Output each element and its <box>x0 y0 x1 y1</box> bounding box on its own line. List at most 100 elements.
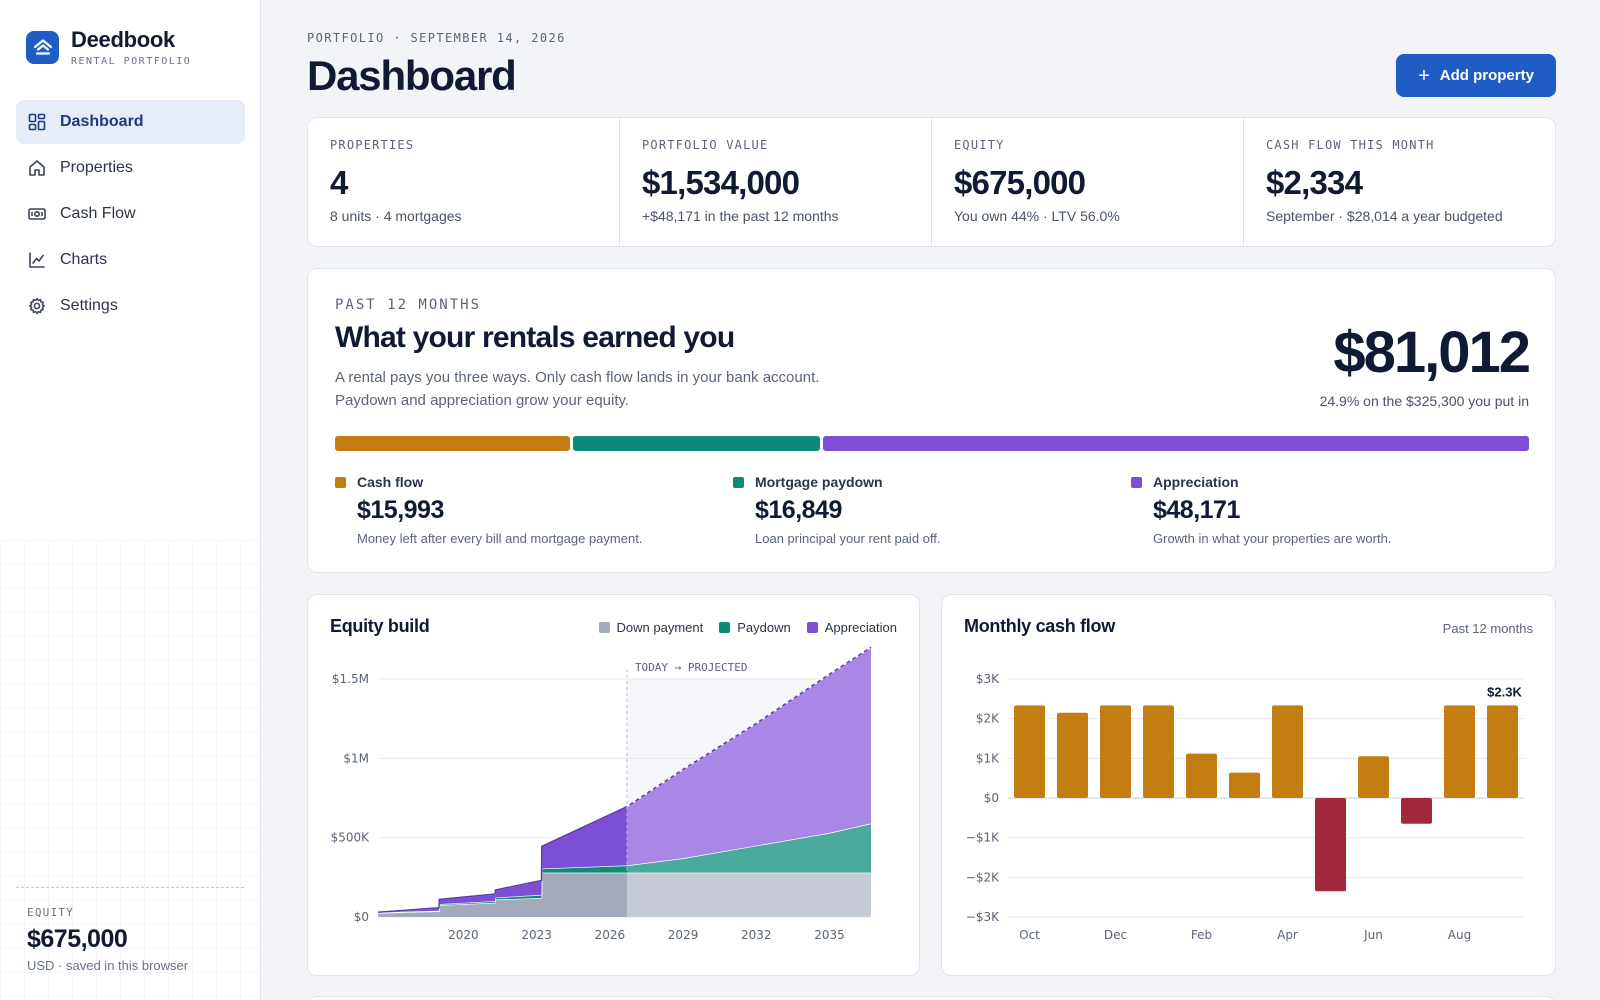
earnings-part-cash-flow: Cash flow $15,993 Money left after every… <box>335 474 733 546</box>
y-tick-label: $1.5M <box>332 672 369 686</box>
bar-value-label: $2.3K <box>1487 684 1522 699</box>
earnings-eyebrow: PAST 12 MONTHS <box>335 297 482 313</box>
earnings-description-line: A rental pays you three ways. Only cash … <box>335 369 820 386</box>
equity-build-legend: Down payment Paydown Appreciation <box>598 620 897 635</box>
bar-mar <box>1229 772 1260 798</box>
earnings-total: $81,012 <box>1333 320 1531 385</box>
earnings-breakdown: Cash flow $15,993 Money left after every… <box>335 474 1529 546</box>
y-tick-label: $0 <box>354 910 369 924</box>
earnings-part-label: Appreciation <box>1153 474 1239 490</box>
legend-label: Appreciation <box>824 620 897 635</box>
earnings-panel: PAST 12 MONTHS What your rentals earned … <box>307 268 1556 573</box>
grid-icon <box>28 113 46 131</box>
bar-aug <box>1444 705 1475 798</box>
kpi-strip: PROPERTIES 4 8 units · 4 mortgages PORTF… <box>307 117 1556 247</box>
kpi-value: $2,334 <box>1266 164 1363 201</box>
sidebar-grid-pattern <box>0 540 260 1000</box>
bar-feb <box>1186 753 1217 798</box>
kpi-label: PROPERTIES <box>330 138 415 152</box>
legend-label: Paydown <box>737 620 791 635</box>
area-appreciation-projected <box>626 647 871 866</box>
kpi-cash-flow-month: CASH FLOW THIS MONTH $2,334 September · … <box>1244 118 1555 246</box>
earnings-part-paydown: Mortgage paydown $16,849 Loan principal … <box>733 474 1131 546</box>
legend-swatch <box>733 476 744 488</box>
x-tick-label: 2035 <box>814 928 845 942</box>
kpi-sub: 8 units · 4 mortgages <box>330 208 462 224</box>
earnings-part-note: Loan principal your rent paid off. <box>755 531 941 546</box>
home-icon <box>28 159 46 177</box>
kpi-sub: September · $28,014 a year budgeted <box>1266 208 1503 224</box>
earnings-part-value: $15,993 <box>357 496 444 524</box>
y-tick-label: −$3K <box>966 910 1000 924</box>
x-tick-label: 2032 <box>741 928 772 942</box>
bar-jan <box>1143 705 1174 798</box>
banknote-icon <box>28 205 46 223</box>
area-appreciation-historical <box>378 806 627 913</box>
y-tick-label: −$1K <box>966 831 1000 845</box>
add-property-button[interactable]: + Add property <box>1396 54 1556 97</box>
monthly-cash-flow-card: Monthly cash flow Past 12 months $3K $2K $… <box>941 594 1556 976</box>
kpi-equity: EQUITY $675,000 You own 44% · LTV 56.0% <box>932 118 1244 246</box>
earnings-description-line: Paydown and appreciation grow your equit… <box>335 392 630 409</box>
kpi-portfolio-value: PORTFOLIO VALUE $1,534,000 +$48,171 in t… <box>620 118 932 246</box>
bar-nov <box>1057 712 1088 798</box>
y-tick-label: $2K <box>976 712 1000 726</box>
earnings-title: What your rentals earned you <box>335 321 735 354</box>
kpi-label: EQUITY <box>954 138 1005 152</box>
sidebar-item-settings[interactable]: Settings <box>16 284 245 328</box>
page-eyebrow: PORTFOLIO · SEPTEMBER 14, 2026 <box>307 31 566 45</box>
legend-item-appreciation: Appreciation <box>806 620 897 635</box>
x-tick-label: Oct <box>1019 928 1040 942</box>
x-tick-label: 2026 <box>595 928 626 942</box>
monthly-cash-flow-title: Monthly cash flow <box>964 616 1115 636</box>
sidebar-item-charts[interactable]: Charts <box>16 238 245 282</box>
equity-build-card: Equity build Down payment Paydown Apprec… <box>307 594 920 976</box>
y-tick-label: $3K <box>976 672 1000 686</box>
earnings-part-appreciation: Appreciation $48,171 Growth in what your… <box>1131 474 1529 546</box>
bar-dec <box>1100 705 1131 798</box>
bar-sep <box>1487 705 1518 798</box>
sidebar-equity-label: EQUITY <box>27 906 74 919</box>
legend-swatch <box>335 476 346 488</box>
x-tick-label: Jun <box>1363 928 1383 942</box>
y-tick-label: $0 <box>984 791 999 805</box>
earnings-return-note: 24.9% on the $325,300 you put in <box>1319 393 1529 409</box>
y-tick-label: $1M <box>343 751 369 765</box>
sidebar-item-label: Cash Flow <box>60 205 136 222</box>
brand-subtitle: RENTAL PORTFOLIO <box>71 56 192 67</box>
earnings-part-value: $16,849 <box>755 496 842 524</box>
kpi-sub: You own 44% · LTV 56.0% <box>954 208 1120 224</box>
sidebar: Deedbook RENTAL PORTFOLIO Dashboard Prop… <box>0 0 261 1000</box>
kpi-label: PORTFOLIO VALUE <box>642 138 769 152</box>
y-tick-label: $500K <box>331 831 371 845</box>
bar-jun <box>1358 756 1389 798</box>
kpi-properties: PROPERTIES 4 8 units · 4 mortgages <box>308 118 620 246</box>
y-tick-label: −$2K <box>966 870 1000 884</box>
legend-swatch <box>719 622 731 633</box>
sidebar-item-label: Properties <box>60 159 133 176</box>
sidebar-item-dashboard[interactable]: Dashboard <box>16 100 245 144</box>
legend-swatch <box>1131 476 1142 488</box>
sidebar-item-label: Charts <box>60 251 108 268</box>
kpi-label: CASH FLOW THIS MONTH <box>1266 138 1435 152</box>
sidebar-item-properties[interactable]: Properties <box>16 146 245 190</box>
x-tick-label: Aug <box>1448 928 1471 942</box>
kpi-value: 4 <box>330 164 348 201</box>
earnings-description: A rental pays you three ways. Only cash … <box>335 366 895 412</box>
x-tick-label: 2023 <box>521 928 552 942</box>
bar-may <box>1315 798 1346 892</box>
x-tick-label: Dec <box>1104 928 1127 942</box>
earnings-part-note: Growth in what your properties are worth… <box>1153 531 1392 546</box>
sidebar-item-label: Dashboard <box>60 113 144 130</box>
kpi-sub: +$48,171 in the past 12 months <box>642 208 839 224</box>
equity-build-title: Equity build <box>330 616 430 636</box>
house-icon <box>26 31 59 64</box>
historical-total-line <box>377 805 627 913</box>
brand[interactable]: Deedbook RENTAL PORTFOLIO <box>26 28 191 67</box>
page-title: Dashboard <box>307 52 517 99</box>
earnings-part-label: Cash flow <box>357 474 424 490</box>
legend-swatch <box>806 622 818 633</box>
kpi-value: $1,534,000 <box>642 164 800 201</box>
sidebar-item-cash-flow[interactable]: Cash Flow <box>16 192 245 236</box>
add-property-label: Add property <box>1439 67 1534 84</box>
